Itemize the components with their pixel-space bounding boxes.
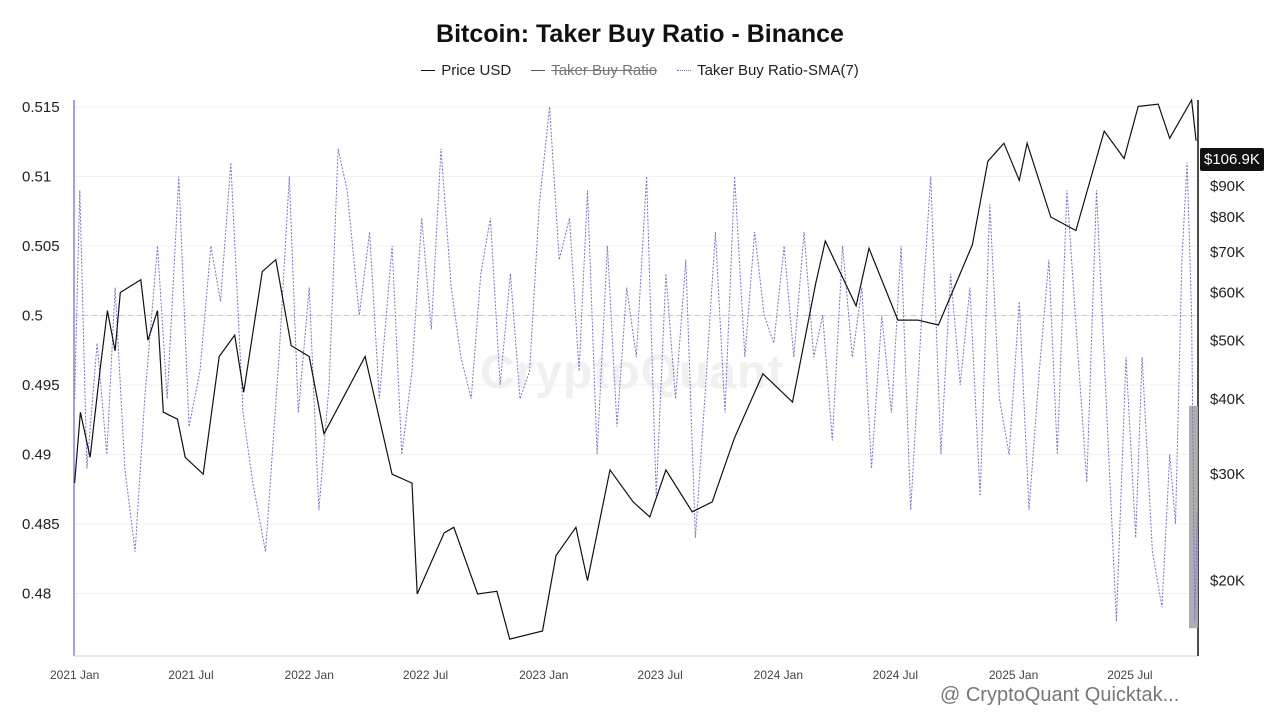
price-tick-label: $30K [1210,466,1245,483]
x-tick-label: 2023 Jul [637,668,682,682]
y-tick-label: 0.515 [22,99,60,116]
x-tick-label: 2023 Jan [519,668,568,682]
price-tick-label: $60K [1210,284,1245,301]
price-tick-label: $50K [1210,332,1245,349]
y-tick-label: 0.495 [22,377,60,394]
legend-line-icon [531,70,546,71]
x-tick-label: 2025 Jul [1107,668,1152,682]
legend-label: Taker Buy Ratio [551,62,658,79]
chart-title: Bitcoin: Taker Buy Ratio - Binance [436,20,844,48]
legend-item-price[interactable]: Price USD [421,62,511,79]
legend-label: Price USD [441,62,512,79]
current-price-tag: $106.9K [1200,148,1264,171]
price-tick-label: $90K [1210,178,1245,195]
x-tick-label: 2024 Jan [754,668,803,682]
x-tick-label: 2022 Jul [403,668,448,682]
x-tick-label: 2025 Jan [989,668,1038,682]
legend-line-icon [421,70,436,71]
legend-label: Taker Buy Ratio-SMA(7) [697,62,859,79]
y-tick-label: 0.485 [22,516,60,533]
legend-item-sma[interactable]: Taker Buy Ratio-SMA(7) [677,62,859,79]
y-tick-label: 0.5 [22,307,43,324]
y-tick-label: 0.49 [22,446,51,463]
x-tick-label: 2024 Jul [873,668,918,682]
price-tick-label: $40K [1210,391,1245,408]
x-tick-label: 2021 Jan [50,668,99,682]
sma-series-line [74,106,1198,622]
y-tick-label: 0.48 [22,585,51,602]
chart-legend: Price USD Taker Buy Ratio Taker Buy Rati… [0,62,1280,79]
y-tick-label: 0.51 [22,168,51,185]
price-series-line [74,98,1197,640]
credit-text: @ CryptoQuant Quicktak... [940,684,1180,706]
price-tick-label: $70K [1210,244,1245,261]
price-tick-label: $20K [1210,573,1245,590]
highlight-box [1189,405,1198,629]
x-tick-label: 2021 Jul [168,668,213,682]
watermark-logo: CryptoQuant [480,346,785,399]
y-tick-label: 0.505 [22,238,60,255]
price-tick-label: $80K [1210,209,1245,226]
legend-item-taker-buy-ratio[interactable]: Taker Buy Ratio [531,62,657,79]
x-tick-label: 2022 Jan [285,668,334,682]
legend-dotted-line-icon [677,70,692,71]
